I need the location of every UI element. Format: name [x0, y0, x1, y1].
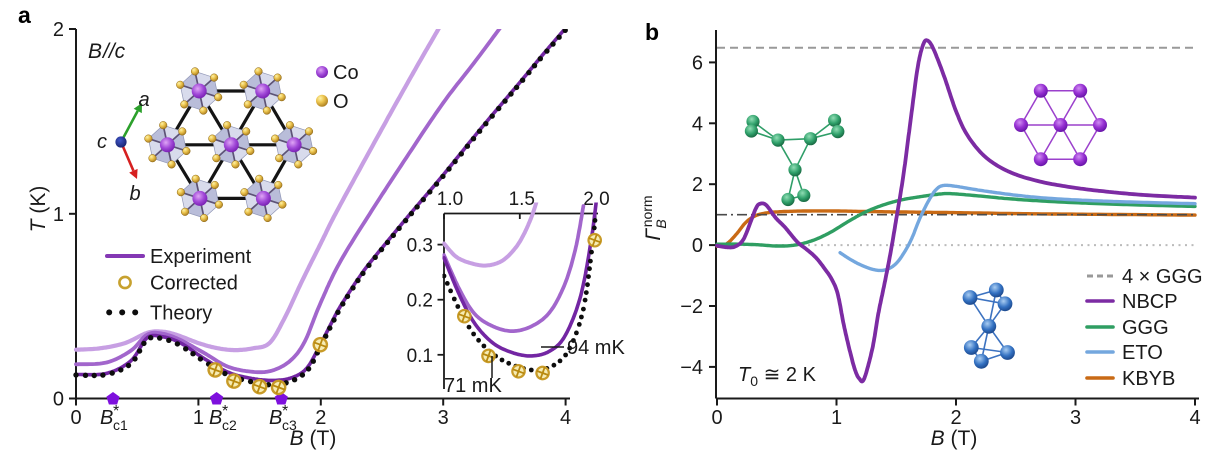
svg-text:1: 1 [53, 204, 64, 226]
svg-text:B: B [269, 407, 282, 429]
svg-text:c1: c1 [113, 417, 128, 433]
svg-text:94 mK: 94 mK [567, 337, 625, 359]
svg-text:T (K): T (K) [27, 186, 50, 233]
svg-text:c: c [97, 131, 107, 153]
svg-text:1: 1 [193, 407, 204, 429]
svg-text:4: 4 [692, 113, 703, 135]
svg-text:c3: c3 [282, 417, 297, 433]
svg-text:1: 1 [831, 407, 842, 429]
svg-text:*: * [282, 403, 288, 420]
svg-text:0: 0 [711, 407, 722, 429]
svg-text:Corrected: Corrected [150, 273, 238, 295]
svg-text:4: 4 [560, 407, 571, 429]
svg-text:a: a [18, 2, 31, 28]
svg-text:ΓBnorm: ΓBnorm [639, 195, 669, 240]
svg-text:4 × GGG: 4 × GGG [1122, 266, 1203, 288]
svg-text:O: O [333, 91, 349, 113]
svg-text:T0 ≅ 2 K: T0 ≅ 2 K [738, 364, 817, 389]
svg-text:B (T): B (T) [931, 427, 978, 450]
svg-text:−2: −2 [680, 296, 703, 318]
svg-text:2.0: 2.0 [583, 189, 609, 210]
svg-text:1.5: 1.5 [509, 189, 535, 210]
svg-text:b: b [645, 19, 659, 45]
svg-text:1.0: 1.0 [437, 189, 463, 210]
svg-text:0: 0 [53, 389, 64, 411]
svg-text:3: 3 [1070, 407, 1081, 429]
svg-text:NBCP: NBCP [1122, 291, 1178, 313]
svg-text:0.3: 0.3 [407, 236, 433, 257]
svg-text:4: 4 [1189, 407, 1200, 429]
svg-text:*: * [113, 403, 119, 420]
svg-text:2: 2 [692, 174, 703, 196]
svg-text:−4: −4 [680, 357, 703, 379]
svg-text:0.2: 0.2 [407, 291, 433, 312]
svg-text:2: 2 [315, 407, 326, 429]
svg-text:0: 0 [692, 235, 703, 257]
svg-text:71 mK: 71 mK [444, 375, 502, 397]
svg-text:B: B [88, 40, 102, 63]
svg-text:GGG: GGG [1122, 317, 1169, 339]
svg-text:Theory: Theory [150, 302, 212, 324]
svg-text:c2: c2 [222, 417, 237, 433]
svg-text:Experiment: Experiment [150, 246, 252, 268]
svg-text:a: a [138, 89, 149, 111]
svg-text:b: b [129, 183, 140, 205]
svg-text:0.1: 0.1 [407, 346, 433, 367]
svg-text:ETO: ETO [1122, 342, 1163, 364]
svg-text:6: 6 [692, 52, 703, 74]
svg-text:3: 3 [438, 407, 449, 429]
svg-text:*: * [222, 403, 228, 420]
svg-text:Co: Co [333, 62, 359, 84]
svg-text:2: 2 [53, 19, 64, 41]
svg-text:B: B [100, 407, 113, 429]
svg-text:B (T): B (T) [290, 427, 337, 450]
svg-text:2: 2 [950, 407, 961, 429]
svg-text://c: //c [101, 40, 126, 63]
svg-text:B: B [209, 407, 222, 429]
svg-text:KBYB: KBYB [1122, 368, 1175, 390]
svg-text:0: 0 [70, 407, 81, 429]
